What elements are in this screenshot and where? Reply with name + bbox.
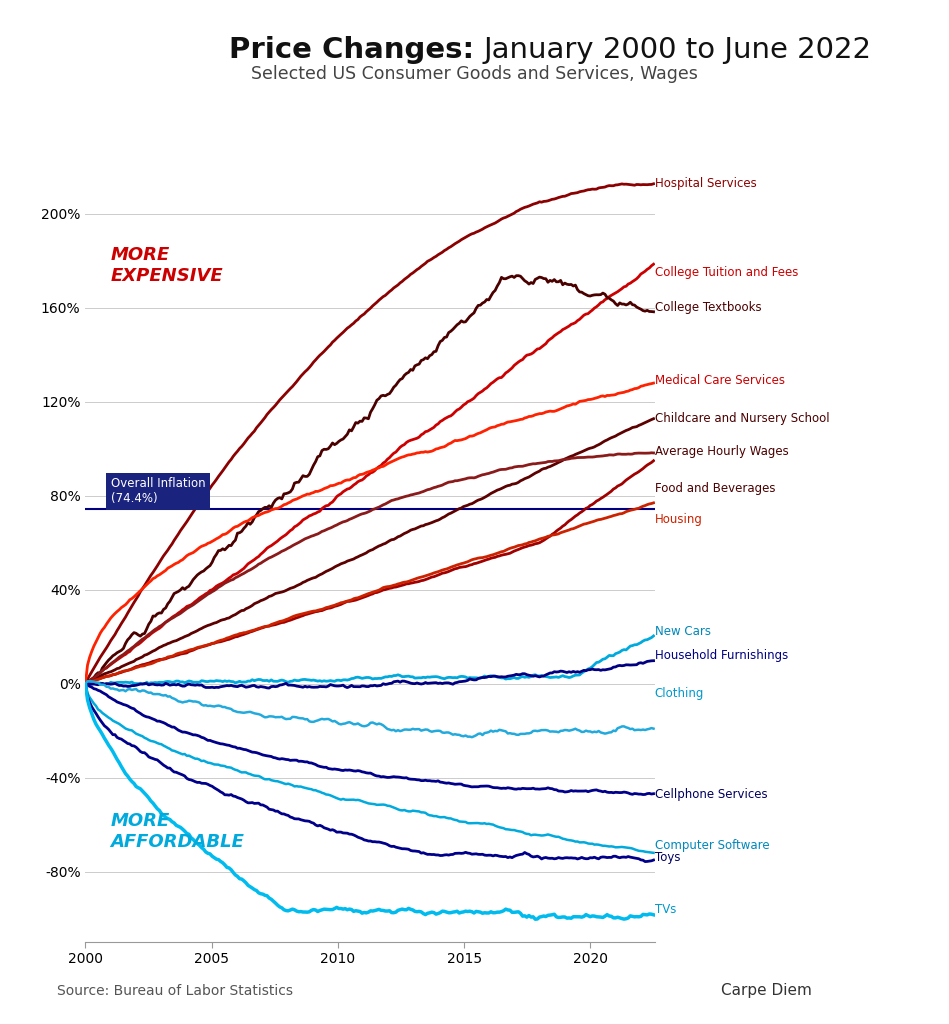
Text: MORE
AFFORDABLE: MORE AFFORDABLE — [111, 812, 245, 851]
Text: January 2000 to June 2022: January 2000 to June 2022 — [484, 36, 872, 63]
Text: MORE
EXPENSIVE: MORE EXPENSIVE — [111, 246, 223, 285]
Text: Household Furnishings: Household Furnishings — [655, 649, 788, 662]
Text: Selected US Consumer Goods and Services, Wages: Selected US Consumer Goods and Services,… — [251, 65, 698, 83]
Text: College Tuition and Fees: College Tuition and Fees — [655, 266, 798, 280]
Text: AEI: AEI — [852, 982, 884, 999]
Text: College Textbooks: College Textbooks — [655, 301, 761, 314]
Text: Cellphone Services: Cellphone Services — [655, 787, 768, 801]
Text: Source: Bureau of Labor Statistics: Source: Bureau of Labor Statistics — [57, 984, 293, 998]
Text: Average Hourly Wages: Average Hourly Wages — [655, 444, 789, 458]
Text: Toys: Toys — [655, 851, 680, 864]
Text: Childcare and Nursery School: Childcare and Nursery School — [655, 412, 829, 425]
Text: Food and Beverages: Food and Beverages — [655, 482, 775, 496]
Text: Clothing: Clothing — [655, 686, 704, 699]
Text: Carpe Diem: Carpe Diem — [721, 983, 812, 998]
Text: TVs: TVs — [655, 903, 677, 915]
Text: Medical Care Services: Medical Care Services — [655, 374, 785, 387]
Text: Computer Software: Computer Software — [655, 840, 770, 852]
Text: Housing: Housing — [655, 513, 702, 525]
Text: Hospital Services: Hospital Services — [655, 177, 756, 189]
Text: Overall Inflation
(74.4%): Overall Inflation (74.4%) — [111, 477, 205, 506]
Text: New Cars: New Cars — [655, 626, 711, 639]
Text: Price Changes:: Price Changes: — [230, 36, 474, 63]
